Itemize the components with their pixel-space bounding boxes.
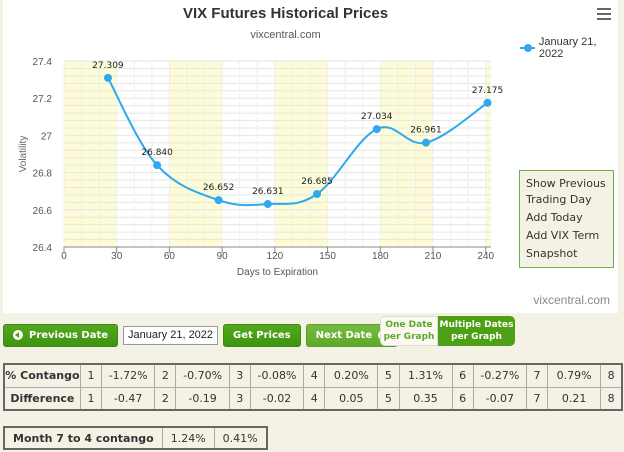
data-point bbox=[483, 98, 492, 107]
y-tick-label: 27.4 bbox=[33, 57, 53, 68]
get-prices-button[interactable]: Get Prices bbox=[223, 323, 301, 347]
previous-date-button[interactable]: Previous Date bbox=[3, 323, 119, 347]
contango-table: % Contango 1 -1.72% 2 -0.70% 3 -0.08% 4 0.20% 5 1.… bbox=[3, 363, 623, 411]
chart-subtitle: vixcentral.com bbox=[250, 29, 321, 41]
table-cell: -0.08% bbox=[249, 363, 305, 388]
table-cell: -0.19 bbox=[175, 386, 230, 411]
date-input[interactable] bbox=[123, 325, 219, 345]
month-contango-table: Month 7 to 4 contango 1.24% 0.41% bbox=[3, 426, 268, 450]
table-cell: -0.02 bbox=[249, 386, 305, 411]
series-marker-icon bbox=[520, 44, 535, 52]
shaded-band bbox=[169, 61, 223, 247]
shaded-band bbox=[274, 61, 328, 247]
legend-item[interactable]: January 21, 2022 bbox=[520, 36, 618, 60]
summary-label: Month 7 to 4 contango bbox=[3, 426, 163, 450]
table-row: Difference 1 -0.47 2 -0.19 3 -0.02 4 0.05 5 0.35 6-… bbox=[3, 386, 623, 411]
month-number: 1 bbox=[79, 386, 103, 411]
data-point bbox=[421, 138, 430, 147]
month-number: 2 bbox=[154, 386, 177, 411]
arrow-left-icon bbox=[13, 330, 23, 340]
data-point bbox=[313, 189, 322, 198]
data-label: 26.631 bbox=[252, 187, 284, 197]
summary-pct: 1.24% bbox=[161, 426, 215, 450]
summary-diff: 0.41% bbox=[213, 426, 268, 450]
date-controls: Previous Date Get Prices Next Date bbox=[3, 323, 399, 347]
x-tick-label: 30 bbox=[111, 251, 123, 262]
x-tick-label: 0 bbox=[61, 251, 67, 262]
x-tick-label: 150 bbox=[319, 251, 336, 262]
table-cell: -0.27% bbox=[472, 363, 527, 388]
chart-context-menu: Show Previous Trading Day Add Today Add … bbox=[519, 170, 614, 268]
data-label: 26.840 bbox=[141, 148, 173, 158]
shaded-band bbox=[485, 61, 491, 247]
table-cell: -0.70% bbox=[175, 363, 230, 388]
month-number: 5 bbox=[377, 386, 400, 411]
month-number: 7 bbox=[525, 386, 549, 411]
month-number: 7 bbox=[525, 363, 549, 388]
hamburger-menu-icon[interactable] bbox=[597, 8, 611, 20]
table-cell: 1.31% bbox=[398, 363, 453, 388]
chart-container: 0 30 60 90 120 150 180 210 240 26.4 26.6 26.8 27 27.2… bbox=[3, 0, 618, 313]
row-header: % Contango bbox=[3, 363, 81, 388]
menu-item-add-vix-term[interactable]: Add VIX Term bbox=[526, 229, 600, 242]
legend-label: January 21, 2022 bbox=[538, 36, 597, 60]
x-tick-label: 210 bbox=[425, 251, 442, 262]
x-tick-label: 120 bbox=[267, 251, 284, 262]
row-header: Difference bbox=[3, 386, 81, 411]
chart-credit-link[interactable]: vixcentral.com bbox=[533, 293, 610, 307]
month-number: 3 bbox=[228, 386, 251, 411]
x-tick-label: 60 bbox=[164, 251, 176, 262]
month-number: 8 bbox=[600, 386, 623, 411]
x-tick-label: 240 bbox=[477, 251, 494, 262]
menu-item-add-today[interactable]: Add Today bbox=[526, 211, 583, 224]
table-row: % Contango 1 -1.72% 2 -0.70% 3 -0.08% 4 0.20% 5 1.… bbox=[3, 363, 623, 388]
one-date-per-graph-toggle[interactable]: One Date per Graph bbox=[380, 316, 438, 346]
y-tick-label: 26.8 bbox=[33, 169, 53, 180]
table-cell: -1.72% bbox=[101, 363, 156, 388]
y-tick-label: 27 bbox=[41, 131, 53, 142]
data-point bbox=[153, 161, 162, 170]
table-cell: 0.21 bbox=[547, 386, 602, 411]
data-label: 26.652 bbox=[203, 183, 235, 193]
month-number: 1 bbox=[79, 363, 103, 388]
table-cell: 0.35 bbox=[398, 386, 453, 411]
month-number: 4 bbox=[303, 363, 326, 388]
x-axis-title: Days to Expiration bbox=[237, 267, 318, 278]
data-point bbox=[214, 196, 223, 205]
month-number: 8 bbox=[600, 363, 623, 388]
data-label: 26.685 bbox=[301, 177, 333, 187]
data-label: 26.961 bbox=[410, 126, 442, 136]
chart-title: VIX Futures Historical Prices bbox=[182, 5, 389, 22]
month-number: 6 bbox=[451, 386, 474, 411]
data-point bbox=[263, 200, 272, 209]
month-number: 2 bbox=[154, 363, 177, 388]
y-tick-label: 26.6 bbox=[33, 206, 53, 217]
month-number: 3 bbox=[228, 363, 251, 388]
table-cell: 0.05 bbox=[324, 386, 379, 411]
table-cell: 0.20% bbox=[324, 363, 379, 388]
month-number: 4 bbox=[303, 386, 326, 411]
shaded-band bbox=[64, 61, 117, 247]
data-point bbox=[103, 73, 112, 82]
month-number: 6 bbox=[451, 363, 474, 388]
y-tick-label: 27.2 bbox=[33, 94, 53, 105]
table-cell: -0.47 bbox=[101, 386, 156, 411]
menu-item-show-previous[interactable]: Show Previous Trading Day bbox=[526, 177, 606, 206]
multiple-dates-per-graph-toggle[interactable]: Multiple Dates per Graph bbox=[438, 316, 515, 346]
data-label: 27.175 bbox=[472, 86, 504, 96]
y-tick-label: 26.4 bbox=[33, 243, 53, 254]
menu-item-snapshot[interactable]: Snapshot bbox=[526, 247, 578, 260]
table-cell: 0.79% bbox=[547, 363, 602, 388]
x-tick-label: 180 bbox=[372, 251, 389, 262]
table-cell: -0.07 bbox=[472, 386, 527, 411]
data-label: 27.034 bbox=[361, 112, 393, 122]
y-axis-title: Volatility bbox=[18, 136, 29, 173]
data-label: 27.309 bbox=[92, 61, 124, 71]
month-number: 5 bbox=[377, 363, 400, 388]
data-point bbox=[372, 125, 381, 134]
x-tick-label: 90 bbox=[217, 251, 229, 262]
shaded-band bbox=[380, 61, 434, 247]
line-chart: 0 30 60 90 120 150 180 210 240 26.4 26.6 26.8 27 27.2… bbox=[18, 57, 504, 278]
graph-mode-toggle: One Date per Graph Multiple Dates per Gr… bbox=[380, 316, 515, 346]
